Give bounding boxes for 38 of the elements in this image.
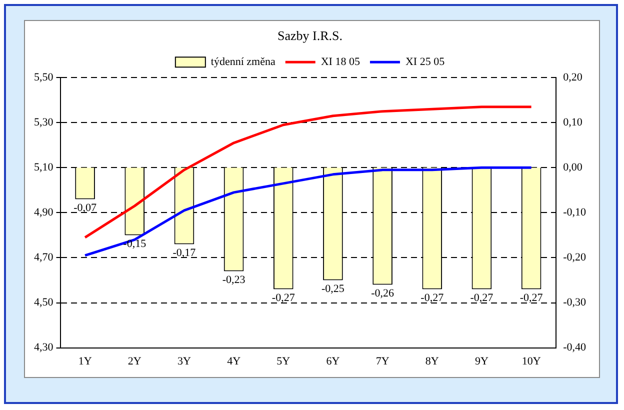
- data-label: -0,23: [222, 274, 246, 286]
- x-tick-label: 5Y: [276, 355, 290, 368]
- data-label: -0,17: [172, 247, 196, 260]
- x-tick-label: 4Y: [227, 355, 241, 368]
- y2-tick-label: -0,20: [563, 252, 586, 264]
- data-label: -0,27: [520, 292, 544, 304]
- y-tick-label: 4,90: [34, 206, 54, 219]
- chart-title: Sazby I.R.S.: [278, 28, 342, 44]
- y-tick-label: 4,50: [34, 296, 54, 309]
- y-tick-label: 5,30: [34, 116, 54, 129]
- legend-label: XI 25 05: [405, 56, 446, 68]
- legend-label: týdenní změna: [210, 56, 276, 68]
- y-tick-label: 5,10: [34, 162, 54, 174]
- x-tick-label: 6Y: [326, 355, 340, 368]
- legend-label: XI 18 05: [320, 56, 360, 68]
- y-tick-label: 4,70: [34, 252, 54, 264]
- x-tick-label: 7Y: [376, 355, 390, 368]
- y2-tick-label: 0,00: [563, 162, 583, 174]
- data-label: -0,27: [420, 292, 444, 304]
- x-tick-label: 3Y: [177, 355, 191, 368]
- x-tick-label: 2Y: [128, 355, 142, 368]
- data-label: -0,26: [371, 288, 394, 300]
- x-tick-label: 9Y: [474, 355, 488, 368]
- y-tick-label: 4,30: [34, 342, 54, 354]
- y2-tick-label: -0,40: [563, 342, 586, 354]
- data-label: -0,27: [272, 292, 296, 304]
- data-label: -0,27: [470, 292, 494, 304]
- data-label: -0,07: [74, 202, 97, 214]
- data-label: -0,25: [322, 283, 345, 296]
- y2-tick-label: 0,10: [563, 116, 583, 129]
- data-label: -0,15: [123, 238, 147, 250]
- x-tick-label: 1Y: [78, 355, 92, 368]
- y2-tick-label: -0,30: [563, 296, 586, 309]
- y2-tick-label: 0,20: [563, 71, 583, 84]
- y2-tick-label: -0,10: [563, 206, 586, 219]
- x-tick-label: 8Y: [425, 355, 439, 368]
- y-tick-label: 5,50: [34, 71, 54, 84]
- x-tick-label: 10Y: [522, 355, 541, 368]
